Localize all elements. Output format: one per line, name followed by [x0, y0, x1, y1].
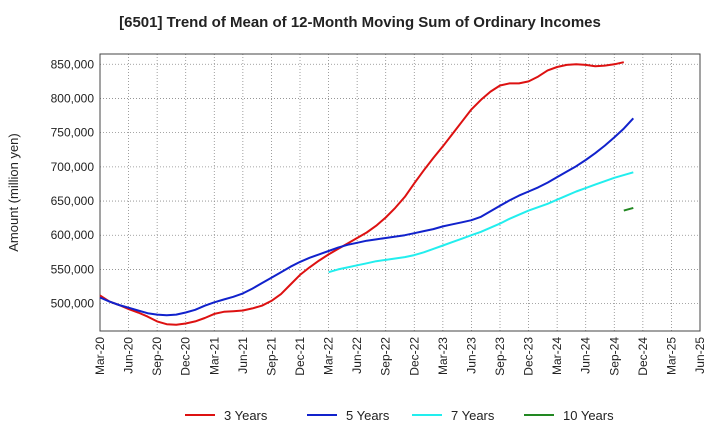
- legend-label-10-years: 10 Years: [563, 408, 614, 423]
- x-tick-label: Sep-22: [379, 337, 393, 376]
- y-tick-label: 700,000: [51, 160, 95, 174]
- x-tick-label: Jun-25: [693, 337, 707, 374]
- x-tick-label: Jun-20: [122, 337, 136, 374]
- x-tick-label: Mar-20: [93, 337, 107, 375]
- y-tick-label: 600,000: [51, 228, 95, 242]
- y-tick-label: 500,000: [51, 297, 95, 311]
- x-tick-label: Sep-23: [493, 337, 507, 376]
- series-line-10-years: [623, 206, 634, 212]
- plot-frame: [99, 53, 701, 332]
- x-tick-label: Jun-21: [236, 337, 250, 374]
- x-tick-label: Sep-21: [264, 337, 278, 376]
- x-tick-label: Sep-24: [607, 337, 621, 376]
- x-tick-label: Sep-20: [150, 337, 164, 376]
- x-tick-label: Mar-25: [664, 337, 678, 375]
- y-tick-label: 800,000: [51, 91, 95, 105]
- x-tick-label: Mar-24: [550, 337, 564, 375]
- x-tick-label: Dec-20: [179, 337, 193, 376]
- x-tick-label: Dec-22: [407, 337, 421, 376]
- y-tick-label: 650,000: [51, 194, 95, 208]
- legend-label-3-years: 3 Years: [224, 408, 268, 423]
- series-line-5-years: [99, 117, 635, 317]
- chart-title: [6501] Trend of Mean of 12-Month Moving …: [119, 14, 601, 31]
- y-tick-label: 850,000: [51, 57, 95, 71]
- x-tick-label: Dec-21: [293, 337, 307, 376]
- x-tick-label: Dec-24: [636, 337, 650, 376]
- series-line-3-years: [99, 61, 625, 326]
- x-tick-label: Mar-23: [436, 337, 450, 375]
- y-tick-label: 750,000: [51, 126, 95, 140]
- x-tick-label: Jun-24: [579, 337, 593, 374]
- x-tick-label: Jun-23: [464, 337, 478, 374]
- legend-label-7-years: 7 Years: [451, 408, 495, 423]
- plot-area: [100, 54, 700, 331]
- x-tick-label: Mar-22: [322, 337, 336, 375]
- legend-label-5-years: 5 Years: [346, 408, 390, 423]
- x-tick-label: Jun-22: [350, 337, 364, 374]
- x-tick-label: Mar-21: [207, 337, 221, 375]
- y-axis-label: Amount (million yen): [6, 133, 21, 252]
- y-tick-label: 550,000: [51, 262, 95, 276]
- series-line-7-years: [328, 171, 634, 274]
- x-tick-label: Dec-23: [522, 337, 536, 376]
